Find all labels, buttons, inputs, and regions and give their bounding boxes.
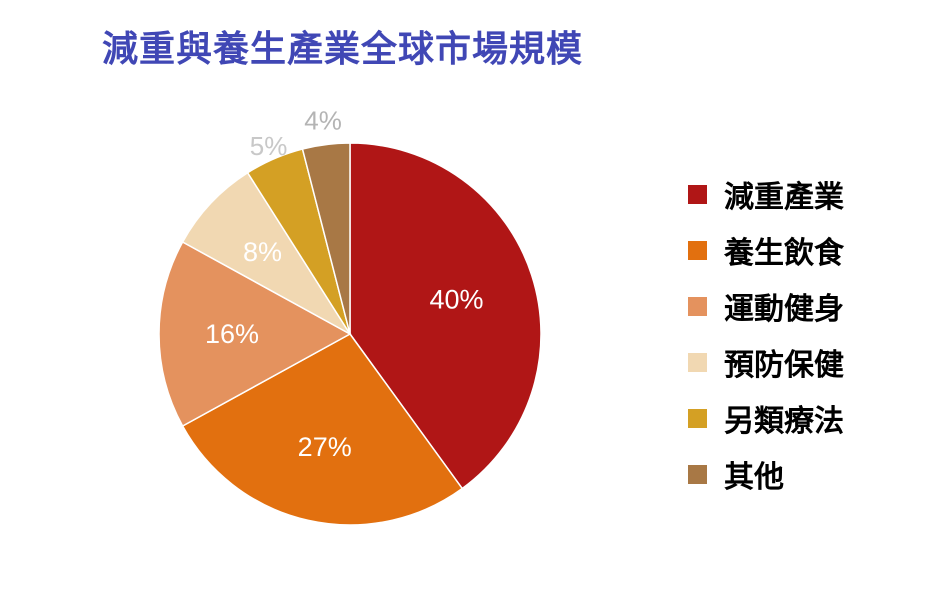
pie-slice-2 (181, 333, 464, 526)
legend-label: 預防保健 (724, 348, 844, 383)
pie-value-label-1: 40% (429, 284, 483, 314)
pie-slice-6 (301, 142, 351, 335)
legend-swatch (688, 464, 707, 484)
legend-item: 養生飲食 (688, 222, 844, 278)
pie-slice-1 (349, 142, 542, 490)
legend-swatch (688, 408, 707, 428)
pie-slices (158, 142, 542, 526)
legend-item: 運動健身 (688, 278, 844, 334)
legend-label: 其他 (724, 460, 784, 495)
legend-label: 減重產業 (724, 180, 844, 215)
legend-item: 另類療法 (688, 390, 844, 446)
legend-label: 養生飲食 (724, 236, 844, 271)
legend-item: 其他 (688, 446, 844, 502)
chart-title: 減重與養生產業全球市場規模 (102, 29, 584, 70)
legend: 減重產業養生飲食運動健身預防保健另類療法其他 (688, 166, 844, 502)
pie-value-label-3: 16% (205, 319, 259, 349)
pie-value-label-6: 4% (304, 106, 342, 136)
pie-value-labels: 40% 27% 16% 8% 5% 4% (205, 106, 484, 463)
pie-value-label-2: 27% (298, 432, 352, 462)
pie-slice-4 (181, 171, 351, 335)
legend-swatch (688, 296, 707, 316)
legend-item: 預防保健 (688, 334, 844, 390)
legend-label: 運動健身 (724, 292, 844, 327)
legend-swatch (688, 352, 707, 372)
legend-swatch (688, 184, 707, 204)
legend-swatch (688, 240, 707, 260)
legend-item: 減重產業 (688, 166, 844, 222)
pie-value-label-5: 5% (250, 131, 288, 161)
pie-value-label-4: 8% (243, 237, 282, 267)
pie-slice-3 (158, 240, 352, 428)
legend-label: 另類療法 (724, 404, 844, 439)
